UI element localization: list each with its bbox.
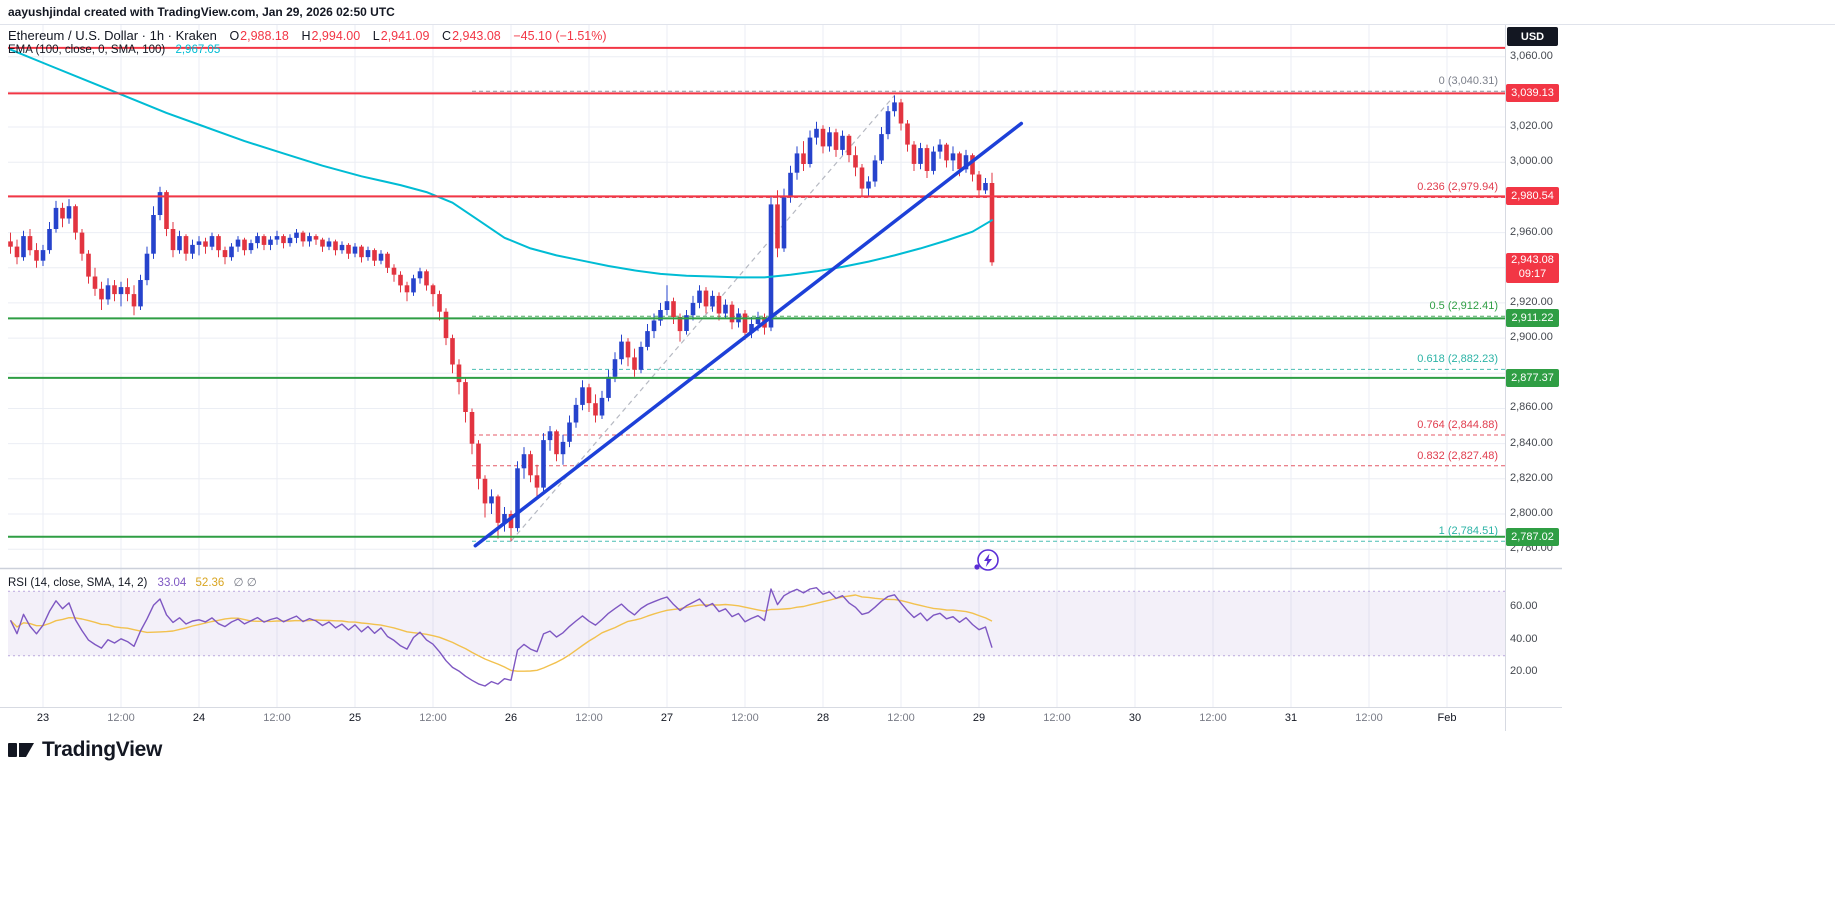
rsi-indicator-legend[interactable]: RSI (14, close, SMA, 14, 2) 33.04 52.36 …	[8, 575, 257, 589]
time-axis-label: 29	[972, 712, 986, 724]
countdown-timer: 09:17	[1518, 268, 1547, 280]
price-badge: 3,039.13	[1506, 84, 1559, 102]
lightning-icon[interactable]	[968, 546, 1004, 585]
fib-level-label: 0 (3,040.31)	[1438, 75, 1498, 87]
price-tick-label: 2,840.00	[1510, 437, 1553, 449]
price-tick-label: 2,900.00	[1510, 331, 1553, 343]
ema-value: 2,967.05	[175, 44, 221, 56]
time-axis-label: 24	[192, 712, 206, 724]
symbol-title[interactable]: Ethereum / U.S. Dollar · 1h · Kraken	[8, 28, 217, 43]
rsi-band-values: ∅ ∅	[233, 577, 257, 589]
price-tick-label: 3,000.00	[1510, 155, 1553, 167]
price-badge: 2,943.08 09:17	[1506, 253, 1559, 283]
fib-level-label: 0.618 (2,882.23)	[1417, 353, 1498, 365]
price-tick-label: 3,060.00	[1510, 50, 1553, 62]
fib-level-label: 0.764 (2,844.88)	[1417, 419, 1498, 431]
price-badge: 2,980.54	[1506, 187, 1559, 205]
time-axis-label: 27	[660, 712, 674, 724]
fib-level-label: 0.236 (2,979.94)	[1417, 181, 1498, 193]
time-axis-label: 25	[348, 712, 362, 724]
time-axis-label: 12:00	[419, 712, 447, 724]
ohlc-close: C2,943.08	[442, 29, 501, 43]
rsi-ma-value: 52.36	[195, 577, 225, 589]
ema-label: EMA (100, close, 0, SMA, 100)	[8, 44, 166, 56]
ohlc-high: H2,994.00	[301, 29, 361, 43]
time-axis-label: 26	[504, 712, 518, 724]
rsi-value: 33.04	[157, 577, 187, 589]
time-axis-label: 12:00	[575, 712, 603, 724]
time-axis-label: 12:00	[1199, 712, 1227, 724]
fib-level-label: 0.5 (2,912.41)	[1429, 300, 1499, 312]
rsi-tick-label: 20.00	[1510, 665, 1538, 677]
time-axis-label: 12:00	[107, 712, 135, 724]
price-tick-label: 2,920.00	[1510, 296, 1553, 308]
time-axis-label: 30	[1128, 712, 1142, 724]
fib-level-label: 0.832 (2,827.48)	[1417, 450, 1498, 462]
footer: TradingView	[8, 738, 162, 762]
price-badge: 2,877.37	[1506, 369, 1559, 387]
time-axis-label: 23	[36, 712, 50, 724]
time-axis-label: 12:00	[1043, 712, 1071, 724]
rsi-label: RSI (14, close, SMA, 14, 2)	[8, 577, 148, 589]
price-tick-label: 2,800.00	[1510, 507, 1553, 519]
time-axis-label: Feb	[1437, 712, 1457, 724]
price-tick-label: 2,960.00	[1510, 226, 1553, 238]
ohlc-low: L2,941.09	[372, 29, 430, 43]
tradingview-logo-icon	[8, 743, 34, 757]
symbol-legend[interactable]: Ethereum / U.S. Dollar · 1h · Kraken O2,…	[8, 28, 607, 43]
price-badge: 2,911.22	[1506, 309, 1559, 327]
fib-level-label: 1 (2,784.51)	[1438, 525, 1498, 537]
attribution-bar: aayushjindal created with TradingView.co…	[8, 5, 395, 19]
ema-indicator-legend[interactable]: EMA (100, close, 0, SMA, 100) 2,967.05	[8, 44, 220, 56]
ohlc-open: O2,988.18	[229, 29, 289, 43]
time-axis-label: 28	[816, 712, 830, 724]
rsi-tick-label: 40.00	[1510, 633, 1538, 645]
currency-badge[interactable]: USD	[1507, 27, 1558, 46]
change-value: −45.10 (−1.51%)	[513, 29, 607, 43]
time-axis-label: 12:00	[731, 712, 759, 724]
rsi-tick-label: 60.00	[1510, 600, 1538, 612]
tradingview-logo-text: TradingView	[42, 738, 163, 761]
time-axis-label: 12:00	[887, 712, 915, 724]
price-tick-label: 3,020.00	[1510, 120, 1553, 132]
time-axis-label: 12:00	[1355, 712, 1383, 724]
price-badge: 2,787.02	[1506, 528, 1559, 546]
time-axis-label: 12:00	[263, 712, 291, 724]
price-tick-label: 2,820.00	[1510, 472, 1553, 484]
time-axis-label: 31	[1284, 712, 1298, 724]
price-tick-label: 2,860.00	[1510, 401, 1553, 413]
tradingview-logo[interactable]: TradingView	[8, 738, 162, 762]
